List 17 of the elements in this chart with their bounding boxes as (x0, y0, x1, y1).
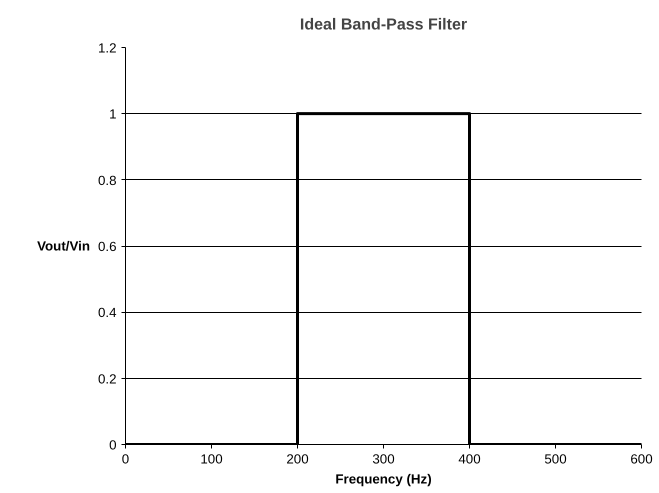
chart-title: Ideal Band-Pass Filter (300, 16, 468, 34)
y-tick-label: 0 (109, 438, 117, 452)
y-axis-title: Vout/Vin (37, 238, 90, 254)
y-tick-label: 0.2 (98, 371, 117, 386)
x-tick-label: 0 (122, 452, 130, 466)
x-tick-label: 400 (458, 452, 481, 466)
x-axis-title: Frequency (Hz) (335, 472, 432, 486)
x-tick-label: 100 (200, 452, 223, 466)
y-tick-label: 0.4 (98, 305, 118, 320)
x-tick-label: 200 (286, 452, 309, 466)
y-tick-label: 1 (109, 106, 117, 122)
y-tick-label: 1.2 (98, 40, 117, 56)
x-tick-label: 300 (372, 452, 395, 466)
x-tick-label: 600 (630, 452, 653, 466)
x-tick-label: 500 (544, 452, 567, 466)
y-tick-label: 0.6 (98, 239, 117, 254)
y-tick-label: 0.8 (98, 172, 117, 188)
